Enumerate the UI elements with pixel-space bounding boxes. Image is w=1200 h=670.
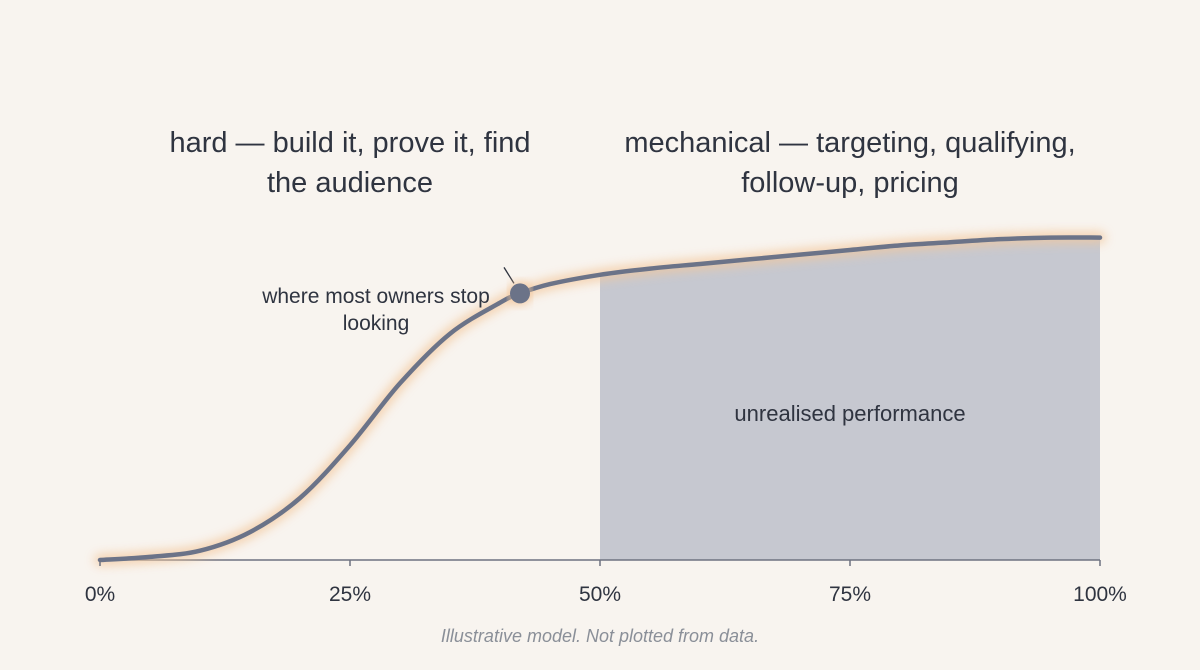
x-tick-label: 25%	[329, 583, 371, 606]
annotation-left: hard — build it, prove it, find the audi…	[169, 127, 531, 199]
x-tick-label: 50%	[579, 583, 621, 606]
x-tick-label: 0%	[85, 583, 115, 606]
marker-point	[510, 283, 530, 304]
shaded-region	[600, 237, 1100, 561]
marker-leader-line	[503, 267, 515, 284]
shaded-region-label: unrealised performance	[734, 401, 965, 426]
curve-line	[97, 235, 1103, 563]
marker-annotation: where most owners stop looking	[262, 285, 490, 335]
caption: Illustrative model. Not plotted from dat…	[440, 626, 760, 646]
annotation-right: mechanical — targeting, qualifying, foll…	[624, 127, 1076, 199]
x-tick-label: 75%	[829, 583, 871, 606]
x-tick-label: 100%	[1073, 583, 1127, 606]
